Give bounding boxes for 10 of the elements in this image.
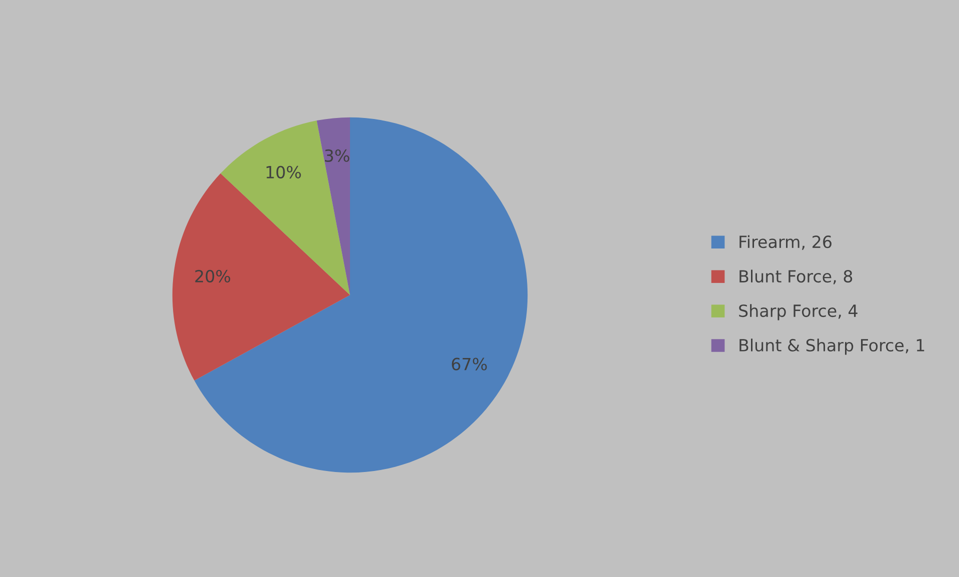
legend-label: Blunt & Sharp Force, 1 xyxy=(740,338,924,355)
data-label: 20% xyxy=(195,270,230,282)
pie-slice xyxy=(316,117,350,295)
data-label: 3% xyxy=(325,149,350,162)
legend-label: Firearm, 26 xyxy=(740,235,832,250)
legend-label: Blunt Force, 8 xyxy=(740,270,852,284)
legend-label: Sharp Force, 4 xyxy=(739,304,858,320)
data-label: 10% xyxy=(266,166,301,178)
pie-slice xyxy=(194,117,528,473)
data-label: 67% xyxy=(452,358,487,370)
